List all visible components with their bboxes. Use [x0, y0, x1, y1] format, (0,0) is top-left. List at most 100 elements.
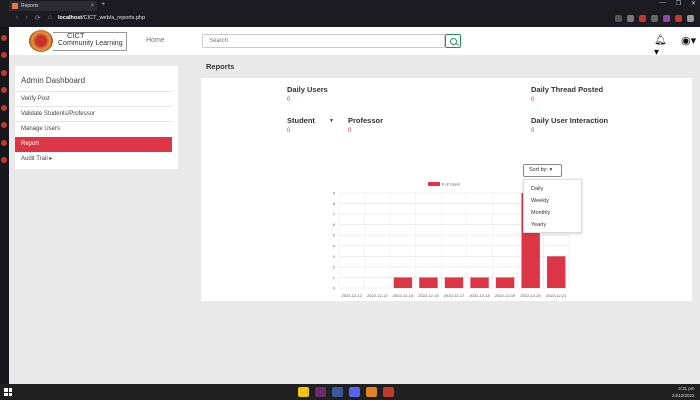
browser-tab-bar: Reports × + — ❐ ✕: [0, 0, 700, 11]
extension-icon[interactable]: [627, 15, 634, 22]
extension-icons: [615, 15, 694, 22]
x-tick-label: 2022-12-19: [495, 293, 516, 298]
logo-frame: [53, 32, 127, 51]
x-tick-label: 2022-12-12: [342, 293, 363, 298]
student-label[interactable]: Student: [287, 116, 315, 125]
y-tick-label: 5: [333, 233, 336, 238]
y-tick-label: 2: [333, 264, 336, 269]
user-avatar-icon[interactable]: ◉▾: [681, 35, 697, 47]
taskbar-apps: [298, 387, 394, 397]
windows-start-icon[interactable]: [4, 388, 12, 396]
close-window-icon[interactable]: ✕: [690, 1, 696, 7]
daily-users-label: Daily Users: [287, 85, 328, 94]
system-clock[interactable]: 3:31 pm 24/12/2022: [672, 385, 695, 399]
site-header: CICT Community Learning Home 🔔︎▾ ◉▾: [9, 27, 700, 58]
favicon-icon: [12, 3, 18, 9]
y-tick-label: 3: [333, 254, 336, 259]
home-link[interactable]: Home: [146, 37, 165, 44]
sort-dropdown: Daily Weekly Monthly Yearly: [523, 179, 582, 233]
y-tick-label: 0: [333, 286, 336, 291]
y-tick-label: 9: [333, 191, 336, 196]
daily-thread-value: 0: [531, 97, 535, 103]
browser-nav-bar: ‹ › ⟳ ⌂ localhost/CICT_web/a_reports.php: [0, 11, 700, 27]
x-tick-label: 2022-12-18: [469, 293, 490, 298]
sort-by-label: Sort by:: [529, 167, 548, 173]
student-value: 0: [287, 128, 291, 134]
taskbar-app-icon[interactable]: [332, 387, 343, 397]
menu-audit-trail[interactable]: Audit Trail ▸: [21, 156, 53, 162]
sort-option-weekly[interactable]: Weekly: [531, 198, 549, 204]
y-tick-label: 8: [333, 201, 336, 206]
professor-value: 0: [348, 128, 352, 134]
x-tick-label: 2022-12-21: [546, 293, 567, 298]
x-tick-label: 2022-12-20: [520, 293, 541, 298]
taskbar-app-icon[interactable]: [349, 387, 360, 397]
search-button[interactable]: [445, 34, 461, 48]
y-tick-label: 4: [333, 243, 336, 248]
taskbar-app-icon[interactable]: [383, 387, 394, 397]
menu-verify-post[interactable]: Verify Post: [15, 91, 172, 106]
sort-option-daily[interactable]: Daily: [531, 186, 544, 192]
y-tick-label: 1: [333, 275, 336, 280]
y-tick-label: 7: [333, 212, 336, 217]
sidebar-app-icon[interactable]: [1, 157, 7, 163]
taskbar: 3:31 pm 24/12/2022: [0, 384, 700, 400]
x-tick-label: 2022-12-13: [367, 293, 388, 298]
url-path: /CICT_web/a_reports.php: [82, 15, 146, 21]
student-dropdown-caret-icon[interactable]: ▼: [329, 118, 334, 124]
daily-users-value: 0: [287, 97, 291, 103]
search-input[interactable]: [202, 34, 445, 48]
reload-icon[interactable]: ⟳: [34, 15, 41, 22]
new-tab-button[interactable]: +: [101, 1, 106, 8]
bar: [444, 277, 464, 288]
sidebar-app-icon[interactable]: [1, 105, 7, 111]
home-icon[interactable]: ⌂: [47, 14, 52, 21]
y-tick-label: 6: [333, 222, 336, 227]
notification-bell-icon[interactable]: 🔔︎▾: [654, 35, 667, 58]
menu-validate-users[interactable]: Validate Students/Professor: [15, 106, 172, 121]
bar: [547, 256, 566, 288]
taskbar-app-icon[interactable]: [315, 387, 326, 397]
bar: [419, 277, 438, 288]
legend-swatch: [428, 182, 440, 186]
extension-icon[interactable]: [663, 15, 670, 22]
sidebar-app-icon[interactable]: [1, 87, 7, 93]
bar: [393, 277, 413, 288]
sort-by-button[interactable]: Sort by: ▾: [523, 164, 562, 177]
extension-icon[interactable]: [615, 15, 622, 22]
daily-thread-label: Daily Thread Posted: [531, 85, 604, 94]
clock-date: 24/12/2022: [672, 393, 695, 398]
menu-manage-users[interactable]: Manage Users: [15, 121, 172, 136]
sort-option-monthly[interactable]: Monthly: [531, 210, 551, 216]
professor-label: Professor: [348, 116, 384, 125]
sidebar-app-icon[interactable]: [1, 52, 7, 58]
logo-title: CICT: [67, 31, 85, 40]
extension-icon[interactable]: [651, 15, 658, 22]
file-explorer-icon[interactable]: [298, 387, 309, 397]
site-logo[interactable]: [29, 30, 53, 52]
page-title: Reports: [206, 62, 235, 71]
menu-icon[interactable]: [687, 15, 694, 22]
back-icon[interactable]: ‹: [16, 14, 19, 21]
browser-sidebar: [0, 27, 9, 384]
sidebar-app-icon[interactable]: [1, 140, 7, 146]
sidebar-app-icon[interactable]: [1, 70, 7, 76]
x-tick-label: 2022-12-17: [444, 293, 465, 298]
sidebar-app-icon[interactable]: [1, 35, 7, 41]
taskbar-app-icon[interactable]: [366, 387, 377, 397]
forward-icon[interactable]: ›: [25, 14, 28, 21]
tab-title: Reports: [21, 3, 39, 9]
window-controls: — ❐ ✕: [660, 0, 696, 7]
x-tick-label: 2022-12-16: [418, 293, 439, 298]
sidebar-app-icon[interactable]: [1, 122, 7, 128]
maximize-icon[interactable]: ❐: [675, 1, 681, 7]
extension-icon[interactable]: [639, 15, 646, 22]
sort-option-yearly[interactable]: Yearly: [531, 222, 547, 228]
address-bar[interactable]: localhost/CICT_web/a_reports.php: [58, 15, 145, 21]
extension-icon[interactable]: [675, 15, 682, 22]
nav-buttons: ‹ › ⟳ ⌂: [16, 14, 52, 22]
menu-report[interactable]: Report: [15, 137, 172, 152]
minimize-icon[interactable]: —: [659, 0, 666, 6]
tab-close-icon[interactable]: ×: [90, 3, 94, 9]
browser-tab[interactable]: Reports ×: [9, 1, 97, 11]
